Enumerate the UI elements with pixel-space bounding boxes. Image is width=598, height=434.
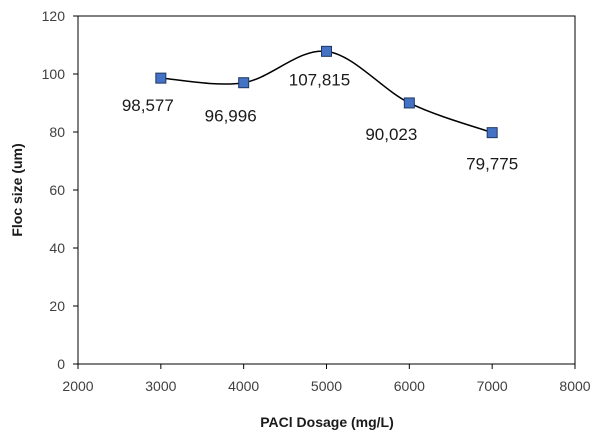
x-tick-label: 8000 bbox=[559, 378, 590, 394]
data-label: 107,815 bbox=[289, 70, 350, 89]
y-tick-label: 20 bbox=[49, 298, 65, 314]
data-point-marker bbox=[486, 127, 498, 139]
data-label: 90,023 bbox=[365, 125, 417, 144]
data-label: 98,577 bbox=[122, 96, 174, 115]
y-tick-label: 80 bbox=[49, 124, 65, 140]
series-points-group bbox=[155, 45, 498, 139]
y-tick-label: 100 bbox=[42, 66, 66, 82]
x-axis-title: PACl Dosage (mg/L) bbox=[260, 414, 394, 430]
data-point-marker bbox=[321, 45, 332, 57]
y-tick-label: 120 bbox=[42, 8, 66, 24]
data-label: 79,775 bbox=[466, 155, 518, 174]
x-tick-label: 4000 bbox=[228, 378, 259, 394]
x-tick-label: 3000 bbox=[145, 378, 176, 394]
plot-frame-group bbox=[77, 15, 576, 365]
x-tick-label: 5000 bbox=[311, 378, 342, 394]
tick-group: 2000 3000 4000 5000 6000 7000 8000 0 20 40 60 80 100… bbox=[42, 8, 591, 394]
y-tick-label: 40 bbox=[49, 240, 65, 256]
x-tick-label: 7000 bbox=[477, 378, 508, 394]
data-labels-group: 98,577 96,996 107,815 90,023 79,775 bbox=[122, 70, 518, 173]
data-point-marker bbox=[238, 77, 250, 89]
data-point-marker bbox=[403, 97, 415, 109]
data-label: 96,996 bbox=[205, 107, 257, 126]
y-tick-label: 60 bbox=[49, 182, 65, 198]
y-axis-title: Floc size (um) bbox=[9, 143, 25, 236]
y-tick-label: 0 bbox=[57, 356, 65, 372]
x-tick-label: 6000 bbox=[394, 378, 425, 394]
plot-area-border bbox=[77, 15, 576, 365]
data-point-marker bbox=[155, 72, 167, 84]
x-tick-label: 2000 bbox=[62, 378, 93, 394]
